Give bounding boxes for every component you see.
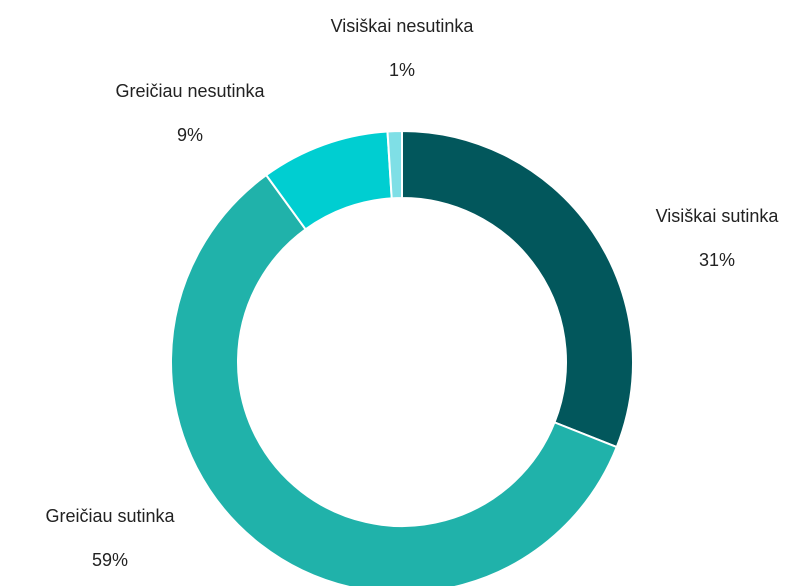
slice-label: Visiškai nesutinka [331, 16, 475, 36]
donut-slice [386, 129, 403, 200]
slice-label: Greičiau sutinka [45, 506, 175, 526]
slice-value-label: 9% [177, 125, 203, 145]
slice-value-label: 31% [699, 250, 735, 270]
slice-label: Visiškai sutinka [656, 206, 780, 226]
donut-slice [170, 173, 619, 586]
slice-value-label: 59% [92, 550, 128, 570]
slice-value-label: 1% [389, 60, 415, 80]
donut-slice [401, 129, 634, 449]
slice-label: Greičiau nesutinka [115, 81, 265, 101]
